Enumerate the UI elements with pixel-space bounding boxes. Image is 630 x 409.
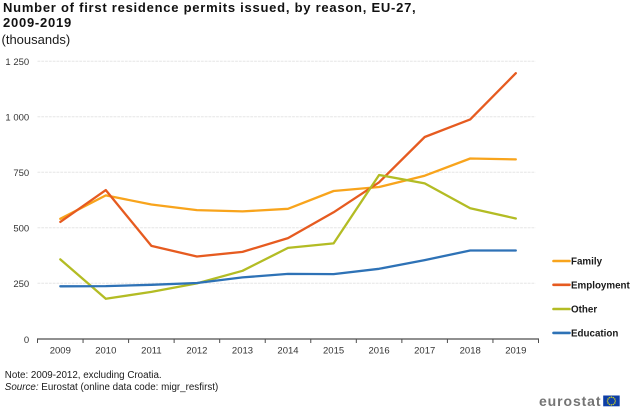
svg-text:250: 250 (13, 279, 29, 290)
svg-text:500: 500 (13, 223, 29, 234)
svg-text:2018: 2018 (460, 346, 481, 357)
svg-text:2017: 2017 (414, 346, 435, 357)
svg-text:2015: 2015 (323, 346, 344, 357)
svg-text:2011: 2011 (141, 346, 161, 357)
svg-text:2012: 2012 (186, 346, 207, 357)
svg-text:1 000: 1 000 (5, 112, 29, 123)
svg-text:Family: Family (571, 257, 603, 268)
svg-text:2010: 2010 (95, 346, 116, 357)
svg-text:2013: 2013 (232, 346, 253, 357)
svg-text:Other: Other (571, 305, 597, 316)
svg-text:Employment: Employment (571, 280, 630, 291)
svg-text:2016: 2016 (369, 346, 390, 357)
svg-text:750: 750 (13, 168, 29, 179)
svg-text:2009: 2009 (50, 346, 71, 357)
svg-text:0: 0 (24, 335, 29, 346)
svg-text:Education: Education (571, 328, 618, 339)
svg-text:1 250: 1 250 (5, 57, 29, 68)
svg-text:2019: 2019 (505, 346, 526, 357)
svg-text:2014: 2014 (277, 346, 298, 357)
